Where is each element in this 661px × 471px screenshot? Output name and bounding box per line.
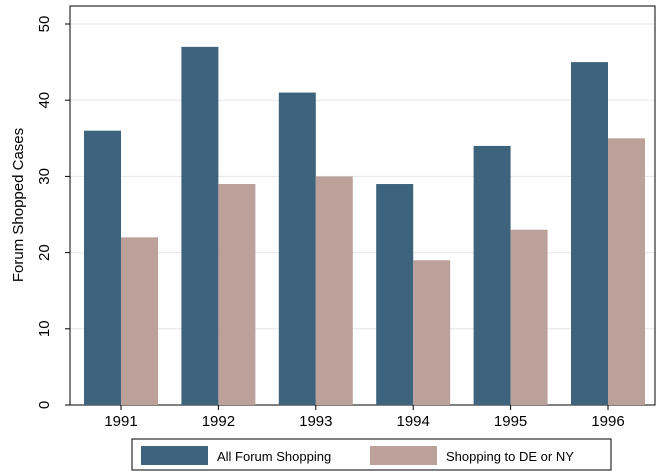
x-axis: 1991 1992 1993 1994 1995 1996 <box>104 405 625 430</box>
y-tick-label: 50 <box>36 16 53 33</box>
bar-shopping-to-de-or-ny-1993 <box>315 176 353 405</box>
legend-label-shopping-to-de-or-ny: Shopping to DE or NY <box>446 449 574 464</box>
legend-label-all-forum-shopping: All Forum Shopping <box>217 449 331 464</box>
y-tick-label: 0 <box>36 401 53 409</box>
bar-shopping-to-de-or-ny-1996 <box>608 138 645 406</box>
bar-shopping-to-de-or-ny-1994 <box>413 260 451 405</box>
x-tick-label: 1996 <box>591 413 624 430</box>
bar-shopping-to-de-or-ny-1992 <box>218 184 256 405</box>
x-tick-label: 1995 <box>494 413 527 430</box>
bar-shopping-to-de-or-ny-1991 <box>121 237 158 405</box>
bar-all-forum-shopping-1994 <box>376 184 414 405</box>
x-tick-label: 1992 <box>202 413 235 430</box>
y-tick-label: 40 <box>36 92 53 109</box>
x-tick-label: 1993 <box>299 413 332 430</box>
legend-swatch-shopping-to-de-or-ny <box>370 446 437 465</box>
bar-shopping-to-de-or-ny-1995 <box>510 229 548 405</box>
bar-all-forum-shopping-1995 <box>473 145 511 406</box>
x-tick-label: 1991 <box>104 413 137 430</box>
legend: All Forum Shopping Shopping to DE or NY <box>131 438 612 471</box>
y-tick-label: 10 <box>36 320 53 337</box>
bar-all-forum-shopping-1996 <box>571 62 608 405</box>
y-axis: 0 10 20 30 40 50 <box>36 16 70 409</box>
bars <box>84 46 645 406</box>
legend-swatch-all-forum-shopping <box>141 446 208 465</box>
y-tick-label: 20 <box>36 244 53 261</box>
bar-all-forum-shopping-1992 <box>181 46 219 406</box>
bar-all-forum-shopping-1991 <box>84 130 121 405</box>
gridlines <box>70 23 655 330</box>
y-axis-label: Forum Shopped Cases <box>10 128 27 282</box>
plot-area-frame <box>69 5 656 406</box>
x-tick-label: 1994 <box>397 413 430 430</box>
bar-all-forum-shopping-1993 <box>278 92 316 405</box>
y-tick-label: 30 <box>36 168 53 185</box>
